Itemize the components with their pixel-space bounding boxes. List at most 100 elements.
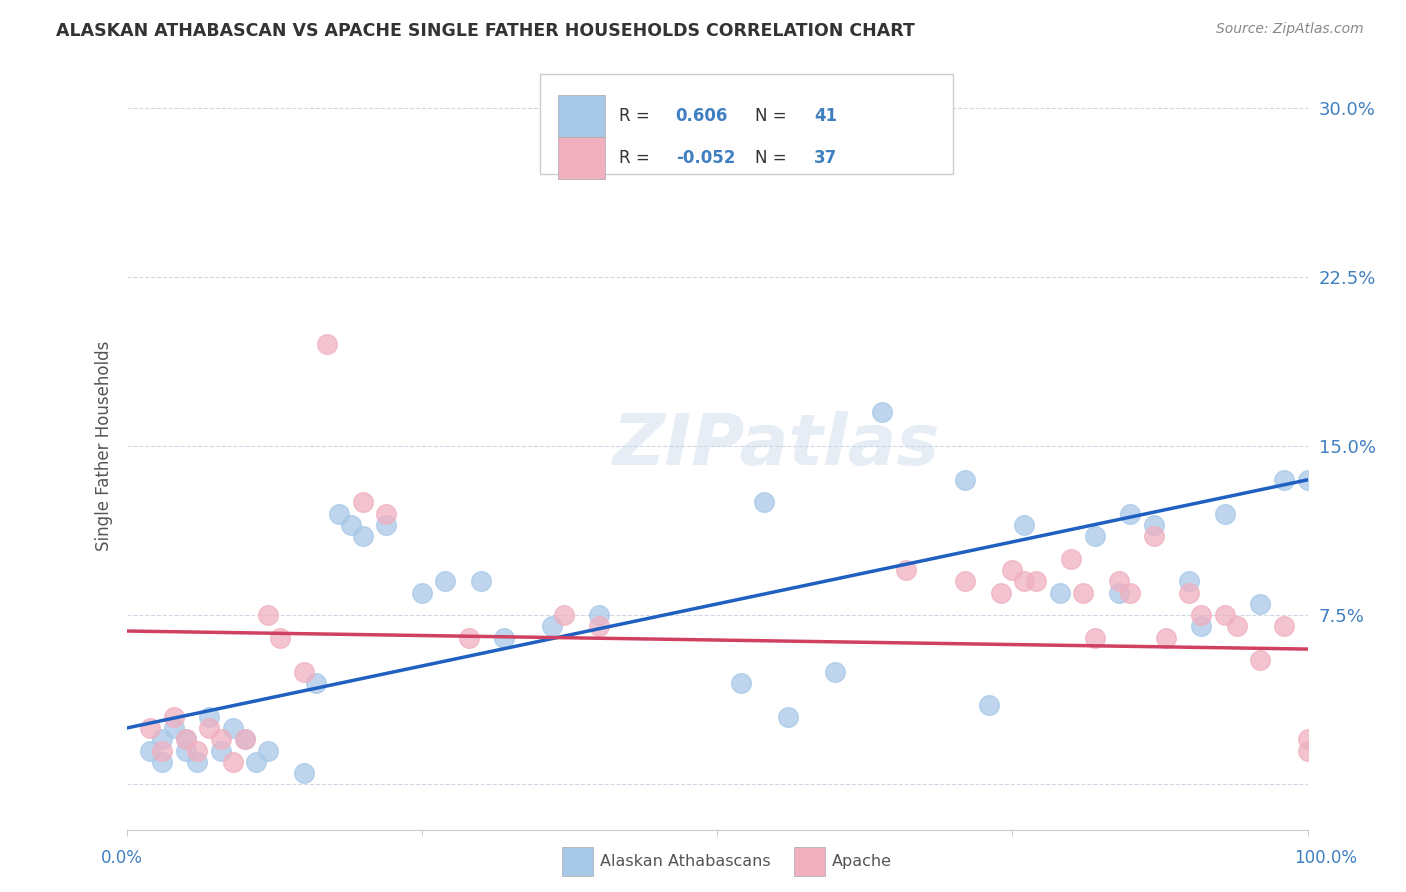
- Point: [174, 732, 197, 747]
- Point: [1012, 574, 1035, 589]
- Point: [1296, 732, 1319, 747]
- Point: [150, 732, 173, 747]
- Point: [233, 732, 256, 747]
- Point: [411, 585, 433, 599]
- Point: [470, 574, 492, 589]
- Point: [730, 676, 752, 690]
- Point: [1189, 608, 1212, 623]
- Point: [953, 473, 976, 487]
- Point: [588, 619, 610, 633]
- FancyBboxPatch shape: [558, 137, 605, 179]
- Point: [894, 563, 917, 577]
- FancyBboxPatch shape: [540, 74, 953, 174]
- Point: [352, 529, 374, 543]
- Point: [553, 608, 575, 623]
- Point: [1119, 585, 1142, 599]
- Point: [1001, 563, 1024, 577]
- Point: [872, 405, 894, 419]
- Point: [163, 721, 186, 735]
- Point: [257, 743, 280, 757]
- Point: [139, 721, 162, 735]
- Point: [245, 755, 267, 769]
- Text: N =: N =: [755, 149, 792, 168]
- Point: [1296, 473, 1319, 487]
- Text: R =: R =: [619, 107, 655, 125]
- Point: [977, 698, 1000, 713]
- Point: [1012, 518, 1035, 533]
- FancyBboxPatch shape: [558, 95, 605, 137]
- Text: ZIPatlas: ZIPatlas: [613, 411, 939, 481]
- Point: [754, 495, 776, 509]
- Text: 0.0%: 0.0%: [101, 849, 143, 867]
- Point: [1189, 619, 1212, 633]
- Point: [1249, 597, 1271, 611]
- Point: [1025, 574, 1047, 589]
- Point: [1143, 529, 1166, 543]
- Point: [990, 585, 1012, 599]
- Point: [588, 608, 610, 623]
- Text: Apache: Apache: [832, 855, 893, 869]
- Point: [292, 665, 315, 679]
- Point: [163, 710, 186, 724]
- Text: 100.0%: 100.0%: [1294, 849, 1357, 867]
- Point: [304, 676, 326, 690]
- Point: [269, 631, 291, 645]
- Point: [953, 574, 976, 589]
- Point: [1272, 619, 1295, 633]
- Point: [1272, 473, 1295, 487]
- Point: [257, 608, 280, 623]
- Point: [150, 743, 173, 757]
- Point: [1226, 619, 1249, 633]
- Point: [198, 710, 221, 724]
- Point: [352, 495, 374, 509]
- Point: [1108, 574, 1130, 589]
- Text: Alaskan Athabascans: Alaskan Athabascans: [600, 855, 770, 869]
- Point: [1213, 507, 1236, 521]
- Point: [458, 631, 481, 645]
- Point: [1108, 585, 1130, 599]
- Point: [1049, 585, 1071, 599]
- Text: ALASKAN ATHABASCAN VS APACHE SINGLE FATHER HOUSEHOLDS CORRELATION CHART: ALASKAN ATHABASCAN VS APACHE SINGLE FATH…: [56, 22, 915, 40]
- Point: [1119, 507, 1142, 521]
- Point: [1178, 574, 1201, 589]
- Point: [375, 518, 398, 533]
- Point: [186, 743, 208, 757]
- Point: [186, 755, 208, 769]
- Point: [1296, 743, 1319, 757]
- Point: [1084, 529, 1107, 543]
- Point: [1213, 608, 1236, 623]
- Point: [1249, 653, 1271, 667]
- Point: [174, 743, 197, 757]
- Point: [174, 732, 197, 747]
- Point: [494, 631, 516, 645]
- Text: -0.052: -0.052: [676, 149, 735, 168]
- Point: [316, 337, 339, 351]
- Point: [198, 721, 221, 735]
- Point: [209, 732, 232, 747]
- Text: 0.606: 0.606: [676, 107, 728, 125]
- Point: [540, 619, 562, 633]
- Point: [1060, 551, 1083, 566]
- Point: [824, 665, 846, 679]
- Point: [1154, 631, 1177, 645]
- Y-axis label: Single Father Households: Single Father Households: [94, 341, 112, 551]
- Point: [1084, 631, 1107, 645]
- Point: [233, 732, 256, 747]
- Point: [222, 721, 245, 735]
- Text: Source: ZipAtlas.com: Source: ZipAtlas.com: [1216, 22, 1364, 37]
- Point: [340, 518, 363, 533]
- Point: [292, 766, 315, 780]
- Point: [434, 574, 457, 589]
- Point: [139, 743, 162, 757]
- Point: [328, 507, 350, 521]
- Point: [1178, 585, 1201, 599]
- Point: [222, 755, 245, 769]
- Text: 41: 41: [814, 107, 837, 125]
- Point: [209, 743, 232, 757]
- Text: R =: R =: [619, 149, 655, 168]
- Point: [776, 710, 799, 724]
- Text: 37: 37: [814, 149, 837, 168]
- Point: [375, 507, 398, 521]
- Point: [150, 755, 173, 769]
- Point: [1071, 585, 1094, 599]
